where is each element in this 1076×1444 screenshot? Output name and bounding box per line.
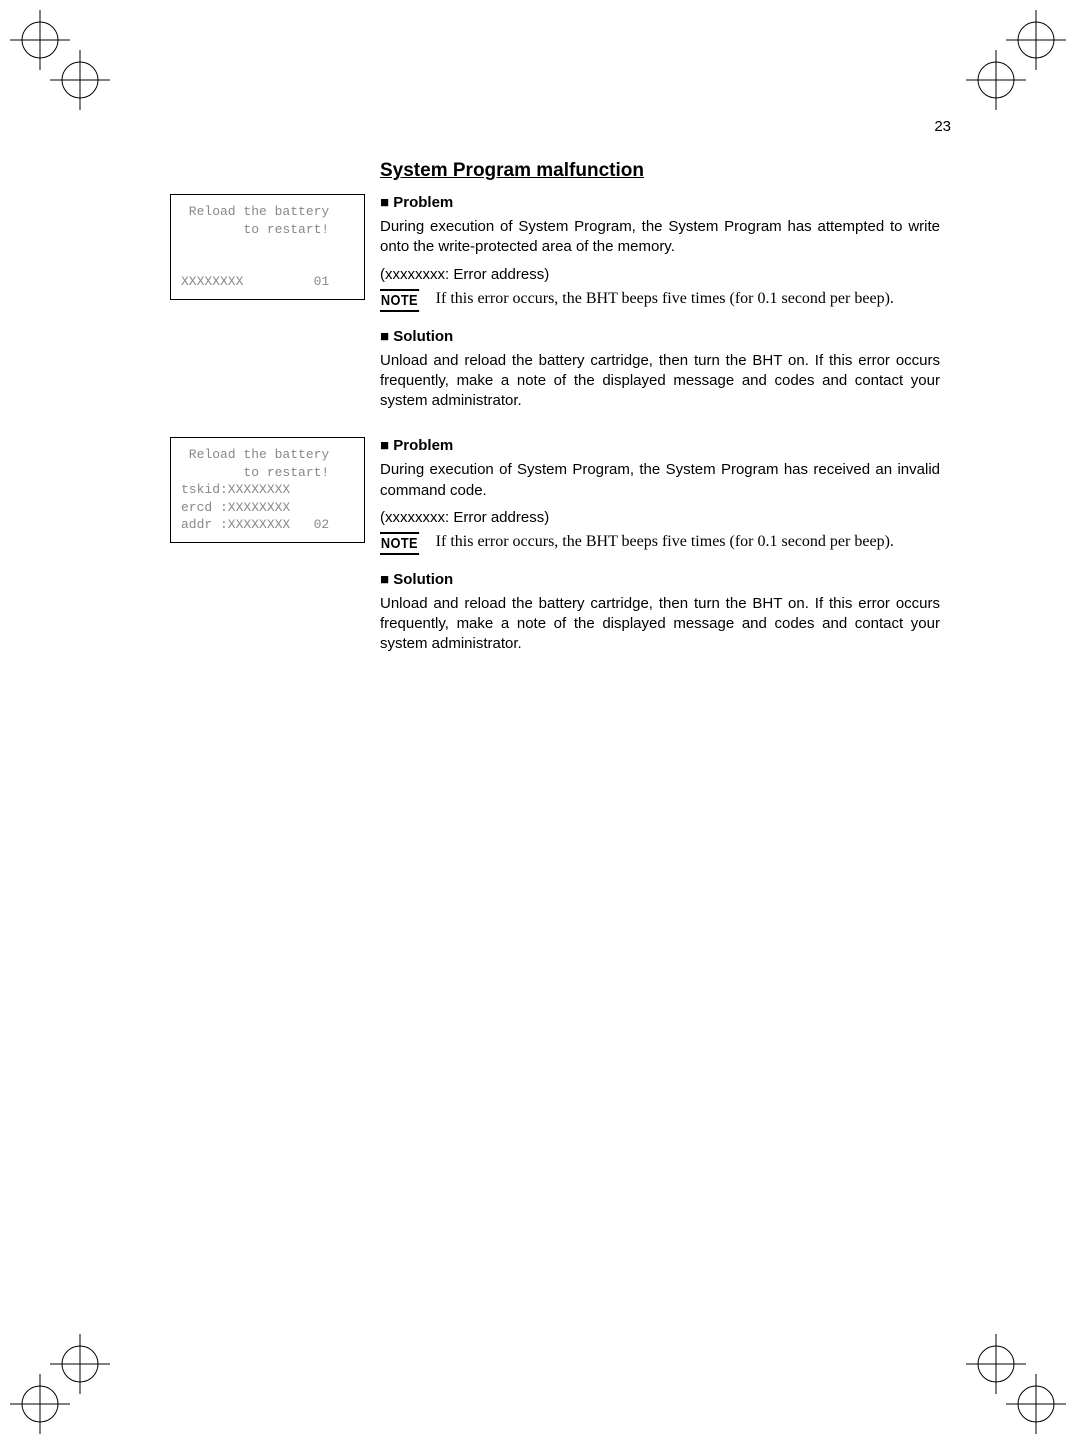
problem-heading-1: Problem	[380, 194, 940, 211]
screen1-line2: to restart!	[181, 222, 329, 237]
crop-mark-icon	[966, 1334, 1026, 1394]
crop-mark-icon	[50, 1334, 110, 1394]
error-block-2: Reload the battery to restart! tskid:XXX…	[170, 437, 940, 662]
screen-col-1: Reload the battery to restart! XXXXXXXX …	[170, 194, 380, 300]
problem-heading-2: Problem	[380, 437, 940, 454]
screen-box-2: Reload the battery to restart! tskid:XXX…	[170, 437, 365, 543]
error-addr-1: (xxxxxxxx: Error address)	[380, 266, 940, 283]
section-title: System Program malfunction	[380, 160, 940, 182]
screen-box-1: Reload the battery to restart! XXXXXXXX …	[170, 194, 365, 300]
screen1-line1: Reload the battery	[181, 204, 329, 219]
screen2-line4: ercd :XXXXXXXX	[181, 500, 290, 515]
solution-text-2: Unload and reload the battery cartridge,…	[380, 594, 940, 655]
screen2-line2: to restart!	[181, 465, 329, 480]
screen1-line4: XXXXXXXX 01	[181, 274, 329, 289]
note-label-1: NOTE	[380, 289, 419, 312]
page-number: 23	[934, 118, 951, 135]
main-content: System Program malfunction Reload the ba…	[170, 160, 940, 681]
note-label-2: NOTE	[380, 532, 419, 555]
solution-heading-1: Solution	[380, 328, 940, 345]
solution-text-1: Unload and reload the battery cartridge,…	[380, 351, 940, 412]
note-row-2: NOTE If this error occurs, the BHT beeps…	[380, 532, 940, 555]
note-text-2: If this error occurs, the BHT beeps five…	[436, 532, 894, 553]
crop-mark-icon	[966, 50, 1026, 110]
problem-text-1: During execution of System Program, the …	[380, 217, 940, 258]
text-col-1: Problem During execution of System Progr…	[380, 194, 940, 419]
note-text-1: If this error occurs, the BHT beeps five…	[436, 289, 894, 310]
error-block-1: Reload the battery to restart! XXXXXXXX …	[170, 194, 940, 419]
solution-heading-2: Solution	[380, 571, 940, 588]
screen-col-2: Reload the battery to restart! tskid:XXX…	[170, 437, 380, 543]
crop-mark-icon	[50, 50, 110, 110]
problem-text-2: During execution of System Program, the …	[380, 460, 940, 501]
error-addr-2: (xxxxxxxx: Error address)	[380, 509, 940, 526]
screen2-line3: tskid:XXXXXXXX	[181, 482, 290, 497]
screen2-line5: addr :XXXXXXXX 02	[181, 517, 329, 532]
note-row-1: NOTE If this error occurs, the BHT beeps…	[380, 289, 940, 312]
screen2-line1: Reload the battery	[181, 447, 329, 462]
text-col-2: Problem During execution of System Progr…	[380, 437, 940, 662]
